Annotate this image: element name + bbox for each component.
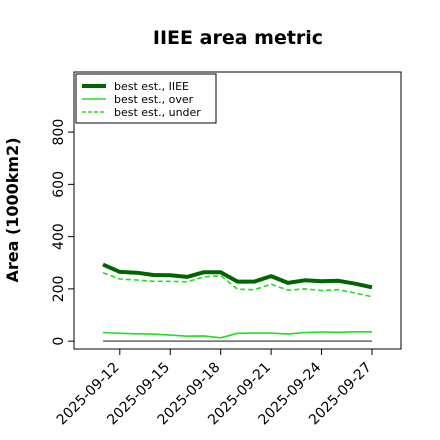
series-line-0 [102, 262, 373, 290]
x-axis: 2025-09-122025-09-152025-09-182025-09-21… [54, 349, 375, 428]
y-tick-label: 200 [51, 276, 67, 303]
y-tick-label: 800 [51, 119, 67, 146]
y-axis: 0 200 400 600 800 [51, 119, 74, 346]
series-line-2 [102, 271, 373, 298]
y-tick-label: 400 [51, 223, 67, 250]
legend-label-2: best est., under [114, 106, 201, 119]
series-line-1 [102, 330, 372, 339]
y-tick-label: 600 [51, 171, 67, 198]
plot-frame [73, 71, 402, 350]
series-group [102, 262, 373, 339]
chart-title: IIEE area metric [153, 27, 323, 49]
legend-label-1: best est., over [114, 93, 194, 106]
y-tick-label: 0 [51, 337, 67, 346]
y-axis-label: Area (1000km2) [3, 137, 22, 282]
legend-label-0: best est., IIEE [114, 80, 189, 93]
